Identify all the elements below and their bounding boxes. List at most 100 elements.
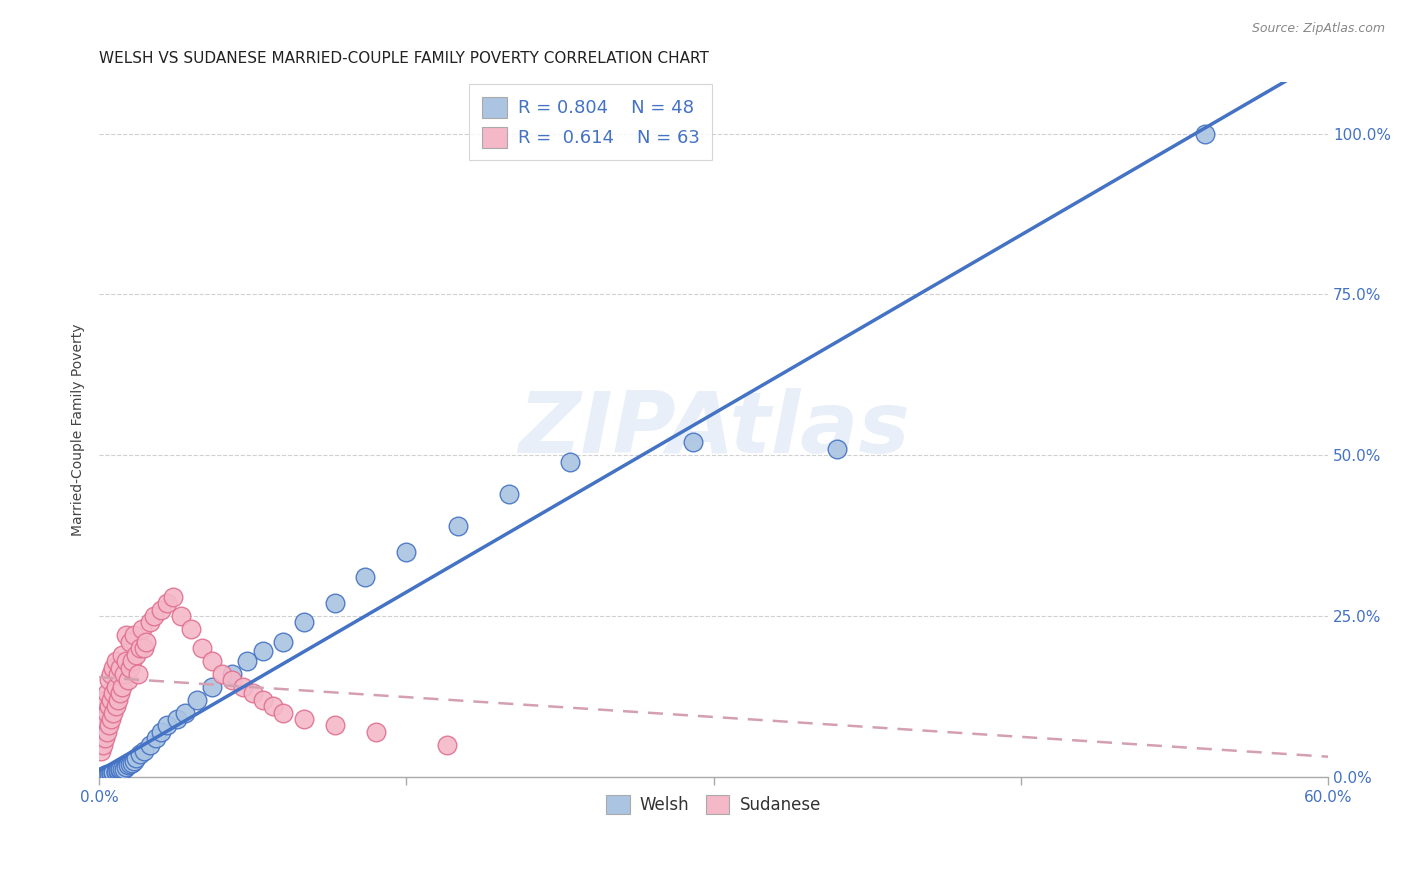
Legend: Welsh, Sudanese: Welsh, Sudanese bbox=[596, 785, 831, 824]
Point bbox=[107, 764, 129, 779]
Point bbox=[262, 699, 284, 714]
Point bbox=[114, 654, 136, 668]
Point bbox=[98, 699, 121, 714]
Point bbox=[90, 744, 112, 758]
Point bbox=[211, 667, 233, 681]
Y-axis label: Married-Couple Family Poverty: Married-Couple Family Poverty bbox=[72, 323, 86, 536]
Point bbox=[127, 667, 149, 681]
Point bbox=[149, 602, 172, 616]
Point bbox=[103, 765, 125, 780]
Point bbox=[682, 435, 704, 450]
Point bbox=[323, 718, 346, 732]
Point bbox=[103, 706, 125, 720]
Point bbox=[98, 766, 121, 780]
Point bbox=[96, 706, 118, 720]
Point bbox=[107, 692, 129, 706]
Point bbox=[98, 767, 121, 781]
Text: Source: ZipAtlas.com: Source: ZipAtlas.com bbox=[1251, 22, 1385, 36]
Point bbox=[96, 724, 118, 739]
Point bbox=[91, 738, 114, 752]
Point bbox=[560, 455, 582, 469]
Point bbox=[100, 692, 122, 706]
Point bbox=[122, 754, 145, 768]
Point bbox=[108, 660, 131, 674]
Point bbox=[104, 764, 127, 779]
Point bbox=[100, 667, 122, 681]
Point bbox=[107, 667, 129, 681]
Point bbox=[139, 738, 162, 752]
Point bbox=[129, 641, 152, 656]
Point bbox=[190, 641, 212, 656]
Point bbox=[139, 615, 162, 630]
Point bbox=[96, 767, 118, 781]
Point bbox=[323, 596, 346, 610]
Point bbox=[252, 692, 274, 706]
Point bbox=[111, 648, 134, 662]
Point bbox=[134, 641, 156, 656]
Point bbox=[125, 750, 148, 764]
Point bbox=[107, 764, 129, 778]
Point bbox=[231, 680, 253, 694]
Point bbox=[114, 760, 136, 774]
Point bbox=[186, 692, 208, 706]
Point bbox=[354, 570, 377, 584]
Point bbox=[104, 680, 127, 694]
Point bbox=[252, 644, 274, 658]
Point bbox=[273, 634, 295, 648]
Text: ZIPAtlas: ZIPAtlas bbox=[517, 388, 910, 471]
Point bbox=[162, 590, 184, 604]
Point bbox=[98, 718, 121, 732]
Point bbox=[114, 628, 136, 642]
Point bbox=[108, 686, 131, 700]
Point bbox=[498, 487, 520, 501]
Point bbox=[111, 680, 134, 694]
Point bbox=[221, 667, 243, 681]
Point bbox=[131, 622, 153, 636]
Point bbox=[135, 634, 157, 648]
Point bbox=[149, 724, 172, 739]
Point bbox=[121, 654, 143, 668]
Point bbox=[125, 648, 148, 662]
Point bbox=[364, 724, 387, 739]
Point bbox=[143, 609, 166, 624]
Point bbox=[104, 765, 127, 780]
Point bbox=[94, 768, 117, 782]
Point bbox=[117, 673, 139, 688]
Point bbox=[100, 766, 122, 780]
Point bbox=[100, 712, 122, 726]
Point bbox=[1194, 127, 1216, 141]
Point bbox=[221, 673, 243, 688]
Point bbox=[104, 699, 127, 714]
Point bbox=[122, 628, 145, 642]
Point bbox=[273, 706, 295, 720]
Point bbox=[94, 712, 117, 726]
Point bbox=[96, 768, 118, 782]
Point bbox=[98, 673, 121, 688]
Point bbox=[111, 762, 134, 776]
Point bbox=[91, 718, 114, 732]
Point bbox=[100, 766, 122, 780]
Point bbox=[108, 764, 131, 778]
Point bbox=[91, 768, 114, 782]
Point bbox=[94, 731, 117, 746]
Point bbox=[96, 686, 118, 700]
Point bbox=[436, 738, 458, 752]
Point bbox=[104, 654, 127, 668]
Point bbox=[446, 519, 468, 533]
Text: WELSH VS SUDANESE MARRIED-COUPLE FAMILY POVERTY CORRELATION CHART: WELSH VS SUDANESE MARRIED-COUPLE FAMILY … bbox=[100, 51, 709, 66]
Point bbox=[103, 766, 125, 780]
Point bbox=[292, 615, 315, 630]
Point bbox=[90, 731, 112, 746]
Point bbox=[180, 622, 202, 636]
Point bbox=[129, 747, 152, 762]
Point bbox=[166, 712, 188, 726]
Point bbox=[170, 609, 193, 624]
Point bbox=[156, 718, 179, 732]
Point bbox=[91, 706, 114, 720]
Point bbox=[118, 757, 141, 772]
Point bbox=[156, 596, 179, 610]
Point bbox=[174, 706, 197, 720]
Point bbox=[112, 667, 135, 681]
Point bbox=[145, 731, 167, 746]
Point bbox=[134, 744, 156, 758]
